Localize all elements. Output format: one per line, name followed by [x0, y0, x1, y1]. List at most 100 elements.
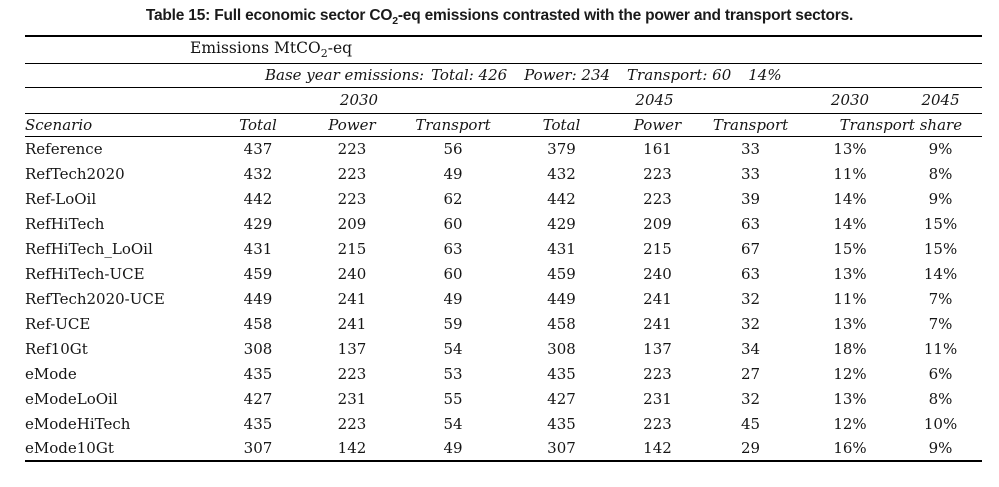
total-2030-cell: 435: [243, 364, 273, 383]
table-row: Ref-LoOil 442 223 62 442 223 39 14% 9%: [25, 186, 982, 211]
base-year-cell: Base year emissions: Total: 426 Power: 234…: [25, 63, 983, 88]
share-2045-cell: 6%: [928, 364, 953, 383]
share-2030-cell: 14%: [833, 214, 867, 233]
transport-2045-cell: 32: [740, 289, 761, 308]
emissions-unit-suffix: -eq: [327, 39, 353, 58]
base-year-row: Base year emissions: Total: 426 Power: 234…: [25, 63, 983, 88]
table-caption: Table 15: Full economic sector CO2-eq em…: [0, 7, 999, 27]
emissions-unit-subscript: 2: [320, 47, 328, 61]
power-2030-cell: 223: [337, 164, 367, 183]
scenario-cell: RefHiTech: [25, 214, 105, 233]
transport-2045-cell: 39: [740, 189, 761, 208]
power-2045-cell: 142: [643, 439, 672, 458]
scenario-cell: Ref10Gt: [25, 339, 88, 358]
transport-2045-cell: 27: [740, 364, 761, 383]
transport-2030-cell: 54: [443, 339, 463, 358]
table-row: eMode 435 223 53 435 223 27 12% 6%: [25, 361, 982, 386]
share-2030-cell: 11%: [833, 289, 867, 308]
transport-2030-cell: 63: [443, 239, 463, 258]
power-2045-cell: 240: [643, 264, 672, 283]
share-2045-cell: 11%: [923, 339, 958, 358]
power-2030-cell: 240: [337, 264, 367, 283]
transport-2030-cell: 59: [443, 314, 463, 333]
table-row: eModeHiTech 435 223 54 435 223 45 12% 10…: [25, 411, 982, 436]
col-header-power-2030: Power: [306, 113, 398, 137]
table-row: RefHiTech 429 209 60 429 209 63 14% 15%: [25, 211, 982, 236]
share-2045-cell: 7%: [928, 314, 953, 333]
table-row: Reference 437 223 56 379 161 33 13% 9%: [25, 136, 982, 161]
col-header-power-2045: Power: [615, 113, 700, 137]
total-2030-cell: 459: [243, 264, 273, 283]
table-row: RefHiTech-UCE 459 240 60 459 240 63 13% …: [25, 261, 982, 286]
col-header-total-2045: Total: [508, 113, 615, 137]
share-2030-cell: 13%: [833, 389, 867, 408]
base-year-total: Total: 426: [431, 66, 508, 85]
power-2030-cell: 209: [337, 214, 367, 233]
power-2045-cell: 241: [643, 314, 672, 333]
total-2030-cell: 435: [243, 414, 273, 433]
scenario-cell: RefHiTech_LoOil: [25, 239, 153, 258]
total-2045-cell: 458: [547, 314, 576, 333]
share-2030-cell: 14%: [833, 189, 867, 208]
scenario-cell: Ref-LoOil: [25, 189, 97, 208]
transport-2045-cell: 32: [740, 314, 761, 333]
total-2045-cell: 449: [547, 289, 576, 308]
year-group-row: 2030 2045 2030 2045: [25, 87, 983, 114]
table-row: Ref10Gt 308 137 54 308 137 34 18% 11%: [25, 336, 982, 361]
year-group-2030: 2030: [210, 87, 508, 114]
total-2045-cell: 427: [547, 389, 576, 408]
col-header-transport-2030: Transport: [398, 113, 508, 137]
share-2030-cell: 11%: [833, 164, 867, 183]
transport-2030-cell: 60: [443, 214, 463, 233]
base-year-share: 14%: [748, 66, 782, 85]
power-2030-cell: 142: [337, 439, 367, 458]
total-2030-cell: 307: [243, 439, 273, 458]
power-2030-cell: 241: [337, 289, 367, 308]
caption-prefix: Table 15: Full economic sector CO: [145, 7, 393, 24]
transport-2030-cell: 55: [443, 389, 463, 408]
year-share-2030: 2030: [801, 87, 899, 114]
transport-2030-cell: 49: [443, 289, 463, 308]
power-2030-cell: 241: [337, 314, 367, 333]
power-2030-cell: 231: [337, 389, 367, 408]
table-row: eModeLoOil 427 231 55 427 231 32 13% 8%: [25, 386, 982, 411]
total-2030-cell: 427: [243, 389, 273, 408]
emissions-unit-prefix: Emissions MtCO: [190, 39, 321, 58]
scenario-cell: Reference: [25, 139, 103, 158]
total-2045-cell: 431: [547, 239, 576, 258]
share-2030-cell: 13%: [833, 139, 867, 158]
power-2045-cell: 223: [643, 189, 672, 208]
total-2045-cell: 379: [547, 139, 576, 158]
power-2045-cell: 209: [643, 214, 672, 233]
transport-2045-cell: 29: [740, 439, 761, 458]
base-year-transport: Transport: 60: [627, 66, 732, 85]
share-2045-cell: 15%: [923, 239, 958, 258]
emissions-unit-row: Emissions MtCO2-eq: [25, 36, 983, 64]
scenario-cell: RefHiTech-UCE: [25, 264, 145, 283]
total-2045-cell: 435: [547, 364, 576, 383]
year-group-spacer: [25, 87, 210, 114]
power-2045-cell: 223: [643, 164, 672, 183]
transport-2045-cell: 63: [740, 214, 761, 233]
power-2030-cell: 223: [337, 139, 367, 158]
power-2045-cell: 241: [643, 289, 672, 308]
caption-suffix: -eq emissions contrasted with the power …: [397, 7, 854, 24]
table-row: RefTech2020 432 223 49 432 223 33 11% 8%: [25, 161, 982, 186]
paper-page: Table 15: Full economic sector CO 2 -eq em…: [0, 7, 999, 463]
total-2045-cell: 435: [547, 414, 576, 433]
table-row: eMode10Gt 307 142 49 307 142 29 16% 9%: [25, 436, 982, 461]
power-2030-cell: 223: [337, 414, 367, 433]
share-2045-cell: 10%: [923, 414, 958, 433]
share-2030-cell: 13%: [833, 314, 867, 333]
share-2030-cell: 16%: [833, 439, 867, 458]
base-year-power: Power: 234: [524, 66, 611, 85]
base-year-label: Base year emissions:: [265, 66, 425, 85]
power-2045-cell: 161: [643, 139, 672, 158]
year-share-2045: 2045: [899, 87, 983, 114]
total-2030-cell: 431: [243, 239, 273, 258]
power-2045-cell: 137: [643, 339, 672, 358]
power-2030-cell: 223: [337, 364, 367, 383]
total-2030-cell: 458: [243, 314, 273, 333]
share-2045-cell: 14%: [923, 264, 958, 283]
transport-2030-cell: 60: [443, 264, 463, 283]
